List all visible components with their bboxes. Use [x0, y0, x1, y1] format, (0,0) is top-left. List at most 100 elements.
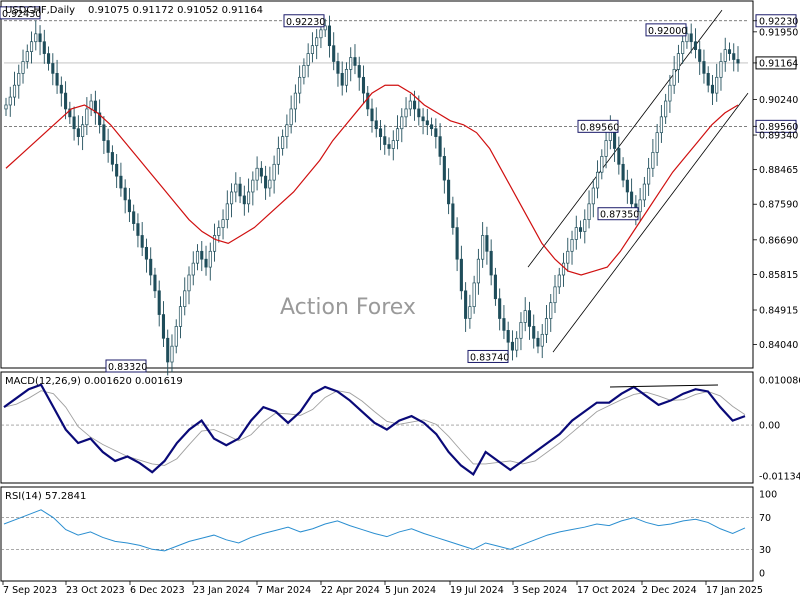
candle-body — [8, 96, 12, 106]
candle-body — [481, 235, 485, 260]
candle-body — [357, 65, 361, 78]
time-tick-label: 3 Sep 2024 — [513, 585, 567, 596]
candle-body — [417, 108, 421, 118]
candle-body — [383, 136, 387, 145]
candle-body — [625, 179, 629, 193]
price-level-label: 0.87350 — [600, 210, 639, 221]
candle-body — [64, 92, 68, 110]
candle-body — [421, 116, 425, 122]
time-tick-label: 17 Jan 2025 — [706, 585, 763, 596]
rsi-tick-label: 0 — [759, 569, 765, 580]
candle-body — [689, 33, 693, 43]
candle-body — [630, 191, 634, 205]
candle-body — [17, 73, 21, 86]
macd-tick-label: 0.010086 — [759, 375, 800, 386]
rsi-tick-label: 100 — [759, 490, 777, 501]
price-level-label: 0.83320 — [108, 362, 147, 373]
price-tick-label: 0.89340 — [759, 131, 798, 142]
candle-body — [651, 152, 655, 169]
time-tick-label: 7 Mar 2024 — [257, 585, 311, 596]
candle-body — [685, 33, 689, 43]
macd-resistance-line — [609, 384, 719, 388]
candle-body — [332, 45, 336, 62]
candle-body — [149, 258, 153, 276]
candle-body — [681, 41, 685, 54]
trend-channel — [527, 9, 749, 353]
price-level-label: 0.83740 — [470, 352, 509, 363]
candle-body — [574, 227, 578, 240]
ohlc-readout: 0.91075 0.91172 0.91052 0.91164 — [88, 5, 263, 16]
candle-body — [451, 203, 455, 228]
time-tick-label: 5 Jun 2024 — [385, 585, 436, 596]
candle-body — [170, 345, 174, 363]
candle-body — [408, 100, 412, 110]
candle-body — [29, 41, 34, 52]
candle-body — [459, 258, 463, 292]
candle-body — [76, 128, 80, 137]
candle-body — [102, 124, 106, 141]
candle-body — [310, 45, 314, 54]
candle-body — [425, 120, 429, 126]
candle-body — [68, 108, 72, 118]
candle-body — [540, 333, 544, 347]
candle-body — [723, 49, 727, 62]
rsi-tick-label: 30 — [759, 545, 771, 556]
macd-tick-label: -0.011342 — [759, 471, 800, 482]
candle-body — [132, 211, 136, 224]
candle-body — [340, 73, 344, 86]
candle-body — [47, 53, 51, 64]
candle-body — [493, 274, 497, 300]
candle-body — [85, 108, 89, 126]
rsi-line — [3, 509, 746, 552]
candle-body — [123, 187, 127, 201]
candle-body — [672, 69, 676, 86]
price-tick-label: 0.91950 — [759, 27, 798, 38]
candle-body — [51, 63, 55, 74]
candle-body — [604, 140, 608, 157]
candle-body — [532, 326, 536, 339]
price-tick-label: 0.85815 — [759, 270, 798, 281]
candle-body — [161, 314, 166, 339]
candle-body — [276, 148, 280, 165]
macd-axis: 0.010086 0.00 -0.011342 — [759, 375, 800, 482]
price-level-box — [283, 14, 325, 28]
candle-body — [587, 203, 591, 221]
time-tick-label: 23 Jan 2024 — [193, 585, 250, 596]
candle-body — [195, 250, 200, 264]
time-tick-label: 17 Oct 2024 — [577, 585, 636, 596]
price-tick-label: 0.88465 — [759, 165, 798, 176]
candle-body — [387, 144, 391, 149]
candle-body — [617, 148, 621, 165]
watermark: Action Forex — [280, 295, 416, 320]
candle-body — [289, 108, 293, 126]
candle-body — [523, 310, 527, 323]
candle-body — [361, 76, 366, 94]
candle-body — [315, 37, 319, 47]
price-level-box — [467, 349, 509, 363]
candle-body — [302, 65, 306, 78]
candle-body — [319, 29, 323, 39]
candle-body — [242, 195, 246, 205]
price-panel-frame — [0, 0, 754, 369]
candle-body — [251, 179, 255, 193]
candle-body — [668, 84, 672, 102]
candle-body — [293, 92, 297, 110]
candle-body — [578, 227, 583, 232]
candle-body — [413, 100, 417, 110]
candle-body — [553, 286, 557, 304]
moving-average-line — [5, 84, 739, 276]
candle-body — [268, 179, 272, 189]
candle-body — [621, 163, 625, 181]
candle-body — [285, 124, 289, 137]
candle-body — [255, 167, 259, 181]
candle-body — [336, 61, 340, 74]
candle-body — [204, 258, 208, 268]
candle-body — [430, 124, 434, 130]
candle-body — [489, 250, 493, 276]
macd-panel-frame — [0, 371, 754, 484]
candle-body — [110, 152, 114, 165]
price-level-box — [0, 6, 41, 20]
candle-body — [719, 61, 723, 78]
candle-body — [144, 246, 148, 260]
candle-body — [81, 124, 85, 137]
